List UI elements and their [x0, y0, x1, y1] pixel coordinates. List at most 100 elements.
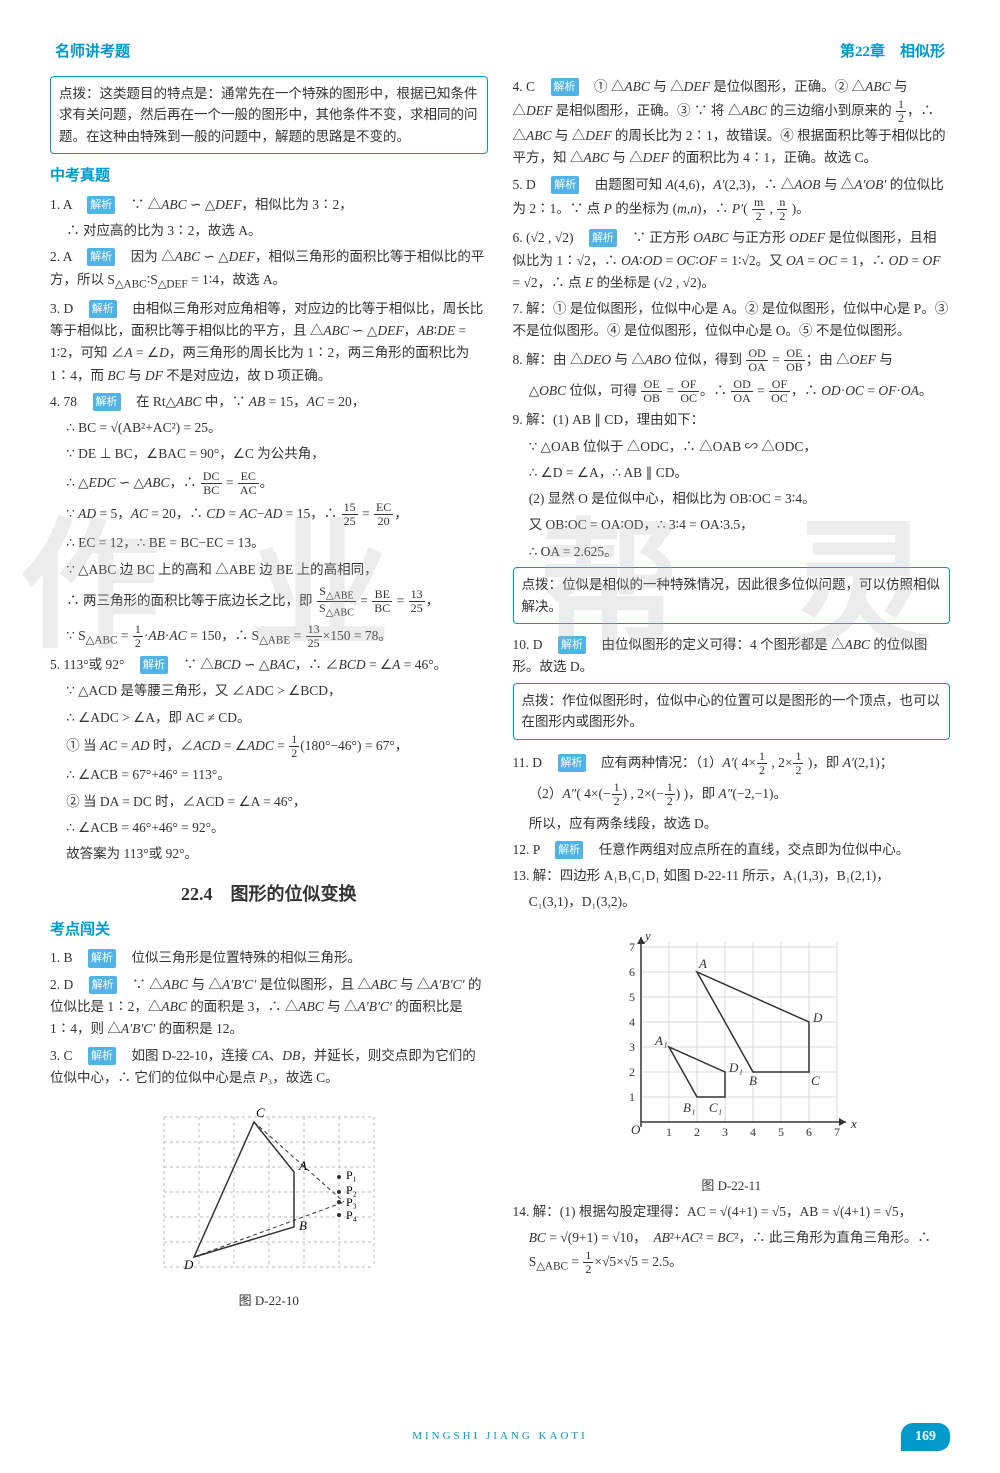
item-r11b: （2）A″( 4×(−12) , 2×(−12) )，即 A″(−2,−1)。	[513, 781, 951, 808]
item-1a: 1. A 解析 ∵ △ABC ∽ △DEF，相似比为 3∶2，	[50, 194, 488, 216]
svg-text:2: 2	[694, 1125, 700, 1139]
tag-jiexi: 解析	[87, 248, 115, 266]
left-column: 点拨：这类题目的特点是：通常先在一个特殊的图形中，根据已知条件求有关问题，然后再…	[50, 76, 488, 1316]
item-4a: 4. 78 解析 在 Rt△ABC 中，∵ AB = 15，AC = 20，	[50, 391, 488, 413]
item-4i: ∵ S△ABC = 12·AB·AC = 150，∴ S△ABE = 1325×…	[50, 623, 488, 650]
tag-jiexi: 解析	[555, 841, 583, 859]
svg-text:A₁: A₁	[654, 1033, 667, 1048]
svg-text:7: 7	[629, 940, 635, 954]
item-5h: 故答案为 113°或 92°。	[50, 843, 488, 865]
footer-pinyin: MINGSHI JIANG KAOTI	[412, 1430, 588, 1442]
page-footer: MINGSHI JIANG KAOTI	[0, 1424, 1000, 1448]
svg-text:4: 4	[750, 1125, 756, 1139]
item-r12: 12. P 解析 任意作两组对应点所在的直线，交点即为位似中心。	[513, 839, 951, 861]
item-2: 2. A 解析 因为 △ABC ∽ △DEF，相似三角形的面积比等于相似比的平方…	[50, 246, 488, 294]
svg-text:3: 3	[722, 1125, 728, 1139]
item-4f: ∴ EC = 12，∴ BE = BC−EC = 13。	[50, 532, 488, 554]
item-4g: ∵ △ABC 边 BC 上的高和 △ABE 边 BE 上的高相同，	[50, 559, 488, 581]
item-4d: ∴ △EDC ∽ △ABC，∴ DCBC = ECAC。	[50, 470, 488, 497]
section-22-4-title: 22.4 图形的位似变换	[50, 879, 488, 910]
svg-text:5: 5	[629, 990, 635, 1004]
item-r9c: ∴ ∠D = ∠A，∴ AB ∥ CD。	[513, 462, 951, 484]
item-5b: ∵ △ACD 是等腰三角形，又 ∠ADC > ∠BCD，	[50, 680, 488, 702]
svg-text:1: 1	[666, 1125, 672, 1139]
svg-text:C: C	[256, 1105, 265, 1120]
svg-text:5: 5	[778, 1125, 784, 1139]
fig1-caption: 图 D-22-10	[50, 1290, 488, 1312]
tag-jiexi: 解析	[89, 300, 117, 318]
item-r14a: 14. 解：(1) 根据勾股定理得：AC = √(4+1) = √5，AB = …	[513, 1201, 951, 1223]
svg-text:6: 6	[806, 1125, 812, 1139]
svg-text:4: 4	[629, 1015, 635, 1029]
svg-text:B₁: B₁	[683, 1100, 695, 1115]
svg-text:O: O	[631, 1122, 641, 1137]
item-r6: 6. (√2 , √2) 解析 ∵ 正方形 OABC 与正方形 ODEF 是位似…	[513, 227, 951, 294]
svg-text:D: D	[183, 1257, 194, 1272]
tag-jiexi: 解析	[88, 949, 116, 967]
svg-text:D: D	[812, 1010, 823, 1025]
item-r7: 7. 解：① 是位似图形，位似中心是 A。② 是位似图形，位似中心是 P。③ 不…	[513, 298, 951, 343]
tag-jiexi: 解析	[551, 78, 579, 96]
svg-text:P₃: P₃	[346, 1195, 357, 1209]
item-r13b: C₁(3,1)，D₁(3,2)。	[513, 891, 951, 913]
figure-d-22-11: 123 4567 123 4567 ABCD A₁B₁C₁D₁ Oxy 图 D-…	[513, 922, 951, 1197]
item-r9d: (2) 显然 O 是位似中心，相似比为 OB∶OC = 3∶4。	[513, 488, 951, 510]
svg-text:3: 3	[629, 1040, 635, 1054]
tip-box-3: 点拨：作位似图形时，位似中心的位置可以是图形的一个顶点，也可以在图形内或图形外。	[513, 683, 951, 740]
svg-text:B: B	[299, 1218, 307, 1233]
tag-jiexi: 解析	[589, 229, 617, 247]
item-r9f: ∴ OA = 2.625。	[513, 541, 951, 563]
header-right: 第22章 相似形	[840, 40, 945, 66]
svg-text:C₁: C₁	[709, 1100, 722, 1115]
header-left: 名师讲考题	[55, 40, 130, 66]
svg-text:A: A	[698, 956, 707, 971]
svg-text:1: 1	[629, 1090, 635, 1104]
item-r11a: 11. D 解析 应有两种情况：（1）A′( 4×12 , 2×12 )，即 A…	[513, 750, 951, 777]
item-4h: ∴ 两三角形的面积比等于底边长之比，即 S△ABES△ABC = BEBC = …	[50, 585, 488, 619]
tip-box-2: 点拨：位似是相似的一种特殊情况，因此很多位似问题，可以仿照相似解决。	[513, 567, 951, 624]
svg-text:7: 7	[834, 1125, 840, 1139]
item-1b: ∴ 对应高的比为 3∶2，故选 A。	[50, 220, 488, 242]
tip-box-1: 点拨：这类题目的特点是：通常先在一个特殊的图形中，根据已知条件求有关问题，然后再…	[50, 76, 488, 155]
item-k2: 2. D 解析 ∵ △ABC 与 △A′B′C′ 是位似图形，且 △ABC 与 …	[50, 974, 488, 1041]
svg-text:6: 6	[629, 965, 635, 979]
svg-text:P₄: P₄	[346, 1208, 357, 1222]
item-3: 3. D 解析 由相似三角形对应角相等，对应边的比等于相似比，周长比等于相似比，…	[50, 298, 488, 387]
item-r9b: ∵ △OAB 位似于 △ODC，∴ △OAB ∽ △ODC，	[513, 436, 951, 458]
item-4b: ∴ BC = √(AB²+AC²) = 25。	[50, 417, 488, 439]
tag-jiexi: 解析	[558, 754, 586, 772]
item-r8b: △OBC 位似，可得 OEOB = OFOC。∴ ODOA = OFOC，∴ O…	[513, 378, 951, 405]
figure-d-22-10: C A B D P₁ P₂ P₃ P₄ 图 D-22-10	[50, 1097, 488, 1312]
svg-text:D₁: D₁	[728, 1060, 743, 1075]
item-r9e: 又 OB∶OC = OA∶OD，∴ 3∶4 = OA∶3.5，	[513, 514, 951, 536]
tag-jiexi: 解析	[140, 656, 168, 674]
item-k3: 3. C 解析 如图 D-22-10，连接 CA、DB，并延长，则交点即为它们的…	[50, 1045, 488, 1090]
item-r13a: 13. 解：四边形 A₁B₁C₁D₁ 如图 D-22-11 所示，A₁(1,3)…	[513, 865, 951, 887]
page-number-badge: 169	[901, 1423, 950, 1451]
item-r11c: 所以，应有两条线段，故选 D。	[513, 813, 951, 835]
item-5e: ∴ ∠ACB = 67°+46° = 113°。	[50, 764, 488, 786]
tag-jiexi: 解析	[93, 393, 121, 411]
section-kaodian: 考点闯关	[50, 918, 488, 944]
item-r9a: 9. 解：(1) AB ∥ CD，理由如下：	[513, 409, 951, 431]
section-zhongkao: 中考真题	[50, 164, 488, 190]
item-4c: ∵ DE ⊥ BC，∠BAC = 90°，∠C 为公共角，	[50, 443, 488, 465]
tag-jiexi: 解析	[551, 176, 579, 194]
fig2-caption: 图 D-22-11	[513, 1175, 951, 1197]
item-r14b: BC = √(9+1) = √10， AB²+AC² = BC²，∴ 此三角形为…	[513, 1227, 951, 1277]
tag-jiexi: 解析	[89, 976, 117, 994]
svg-text:2: 2	[629, 1065, 635, 1079]
item-5g: ∴ ∠ACB = 46°+46° = 92°。	[50, 817, 488, 839]
svg-text:y: y	[643, 928, 651, 943]
page-header: 名师讲考题 第22章 相似形	[50, 40, 950, 66]
item-r8a: 8. 解：由 △DEO 与 △ABO 位似，得到 ODOA = OEOB；由 △…	[513, 347, 951, 374]
right-column: 4. C 解析 ① △ABC 与 △DEF 是位似图形，正确。② △ABC 与 …	[513, 76, 951, 1316]
svg-text:x: x	[850, 1116, 857, 1131]
content-columns: 点拨：这类题目的特点是：通常先在一个特殊的图形中，根据已知条件求有关问题，然后再…	[50, 76, 950, 1316]
tag-jiexi: 解析	[558, 636, 586, 654]
item-r4: 4. C 解析 ① △ABC 与 △DEF 是位似图形，正确。② △ABC 与 …	[513, 76, 951, 170]
item-r5: 5. D 解析 由题图可知 A(4,6)，A′(2,3)，∴ △AOB 与 △A…	[513, 174, 951, 224]
item-4e: ∵ AD = 5，AC = 20，∴ CD = AC−AD = 15，∴ 152…	[50, 501, 488, 528]
tag-jiexi: 解析	[87, 196, 115, 214]
svg-text:B: B	[749, 1073, 757, 1088]
